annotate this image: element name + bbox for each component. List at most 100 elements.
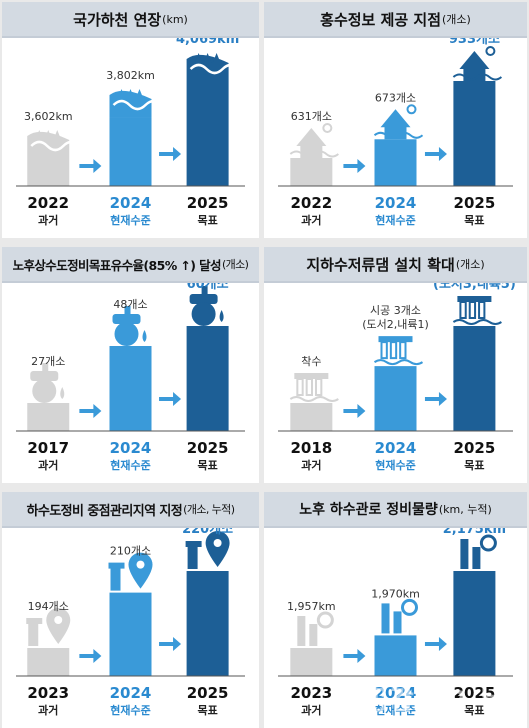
value-label: 48개소: [113, 298, 147, 311]
arrow-icon: [343, 404, 366, 418]
dam-icon: [289, 373, 339, 402]
value-label: 3,802km: [106, 69, 155, 82]
panel-title: 노후 하수관로 정비물량 (km, 누적): [264, 492, 527, 528]
year-label: 2022: [27, 194, 69, 212]
river-icon: [186, 53, 240, 81]
period-label: 현재수준: [110, 213, 150, 227]
bar: [27, 403, 70, 431]
year-label: 2018: [290, 439, 332, 457]
sewer-pipe-icon: [297, 611, 334, 646]
year-label: 2023: [27, 684, 69, 702]
panel-water-supply: 노후상수도정비목표유수율(85% ↑) 달성 (개소) 27개소 2017 과거 48개…: [2, 247, 259, 483]
year-label: 2022: [290, 194, 332, 212]
year-label: 2023: [290, 684, 332, 702]
sewer-pipe-icon: [460, 534, 497, 569]
value-label: 27개소: [31, 355, 65, 368]
bar: [374, 366, 417, 431]
flood-house-icon: [289, 123, 339, 158]
period-label: 과거: [301, 458, 321, 472]
value-label: 220개소: [182, 528, 233, 537]
year-label: 2024: [375, 439, 417, 457]
faucet-icon: [189, 286, 224, 326]
year-label: 2025: [187, 194, 229, 212]
bar: [290, 158, 333, 186]
faucet-icon: [30, 363, 65, 403]
bar-group: 933개소 2025 목표: [449, 38, 503, 227]
sewer-location-icon: [185, 531, 230, 569]
bar: [27, 158, 70, 186]
river-icon: [109, 89, 163, 118]
panel-title: 지하수저류댐 설치 확대 (개소): [264, 247, 527, 283]
year-label: 2025: [454, 684, 496, 702]
bar: [109, 592, 152, 676]
panel-title: 노후상수도정비목표유수율(85% ↑) 달성 (개소): [2, 247, 259, 283]
dam-icon: [452, 296, 502, 325]
bar-group: 4,069km 2025 목표: [176, 38, 240, 227]
arrow-icon: [343, 649, 366, 663]
bar: [290, 403, 333, 431]
arrow-icon: [424, 637, 447, 651]
dam-icon: [373, 336, 424, 366]
bar: [290, 648, 333, 676]
value-label: 시공 3개소: [370, 304, 421, 317]
period-label: 목표: [464, 704, 484, 717]
value-label: 933개소: [449, 38, 500, 47]
value-label: 210개소: [110, 545, 151, 558]
bar: [27, 648, 70, 676]
flood-house-icon: [373, 104, 424, 140]
panel-title: 하수도정비 중점관리지역 지정 (개소, 누적): [2, 492, 259, 528]
arrow-icon: [159, 147, 182, 161]
period-label: 목표: [464, 459, 484, 472]
value-label: 194개소: [28, 600, 69, 613]
period-label: 과거: [301, 703, 321, 717]
value-label: 4,069km: [176, 38, 239, 47]
panel-sewer-zone: 하수도정비 중점관리지역 지정 (개소, 누적) 194개소 2023 과거 210개소…: [2, 492, 259, 728]
bar: [186, 571, 229, 676]
period-label: 과거: [38, 703, 58, 717]
bar: [453, 571, 496, 676]
bar-group: 60개소 2025 목표: [187, 283, 229, 472]
sewer-pipe-icon: [381, 598, 418, 634]
panel-groundwater-dam: 지하수저류댐 설치 확대 (개소) 착수 2018 과거 시공 3개소 (도서2,내륙1)…: [264, 247, 527, 483]
year-label: 2025: [454, 194, 496, 212]
bar: [186, 326, 229, 431]
panel-sewer-pipe: 노후 하수관로 정비물량 (km, 누적) 1,957km 2023 과거 1,970k…: [264, 492, 527, 728]
value-label: 착수: [301, 355, 321, 368]
sewer-location-icon: [26, 608, 71, 646]
period-label: 목표: [197, 459, 217, 472]
bar: [453, 81, 496, 186]
faucet-icon: [112, 306, 147, 346]
arrow-icon: [424, 392, 447, 406]
period-label: 현재수준: [375, 213, 415, 227]
river-icon: [27, 130, 81, 158]
period-label: 과거: [38, 213, 58, 227]
value-label: 60개소: [187, 283, 229, 292]
value-label: 673개소: [375, 91, 416, 104]
arrow-icon: [159, 392, 182, 406]
value-label: 2,175km: [443, 528, 506, 537]
year-label: 2024: [375, 684, 417, 702]
panel-title: 홍수정보 제공 지점 (개소): [264, 2, 527, 38]
period-label: 과거: [301, 213, 321, 227]
value-label: 631개소: [291, 110, 332, 123]
arrow-icon: [79, 159, 102, 173]
year-label: 2024: [110, 194, 152, 212]
bar: [109, 117, 152, 186]
arrow-icon: [79, 404, 102, 418]
value-label: 1,957km: [287, 600, 336, 613]
year-label: 2024: [110, 439, 152, 457]
value-label: (도서3,내륙5): [433, 283, 516, 292]
arrow-icon: [424, 147, 447, 161]
